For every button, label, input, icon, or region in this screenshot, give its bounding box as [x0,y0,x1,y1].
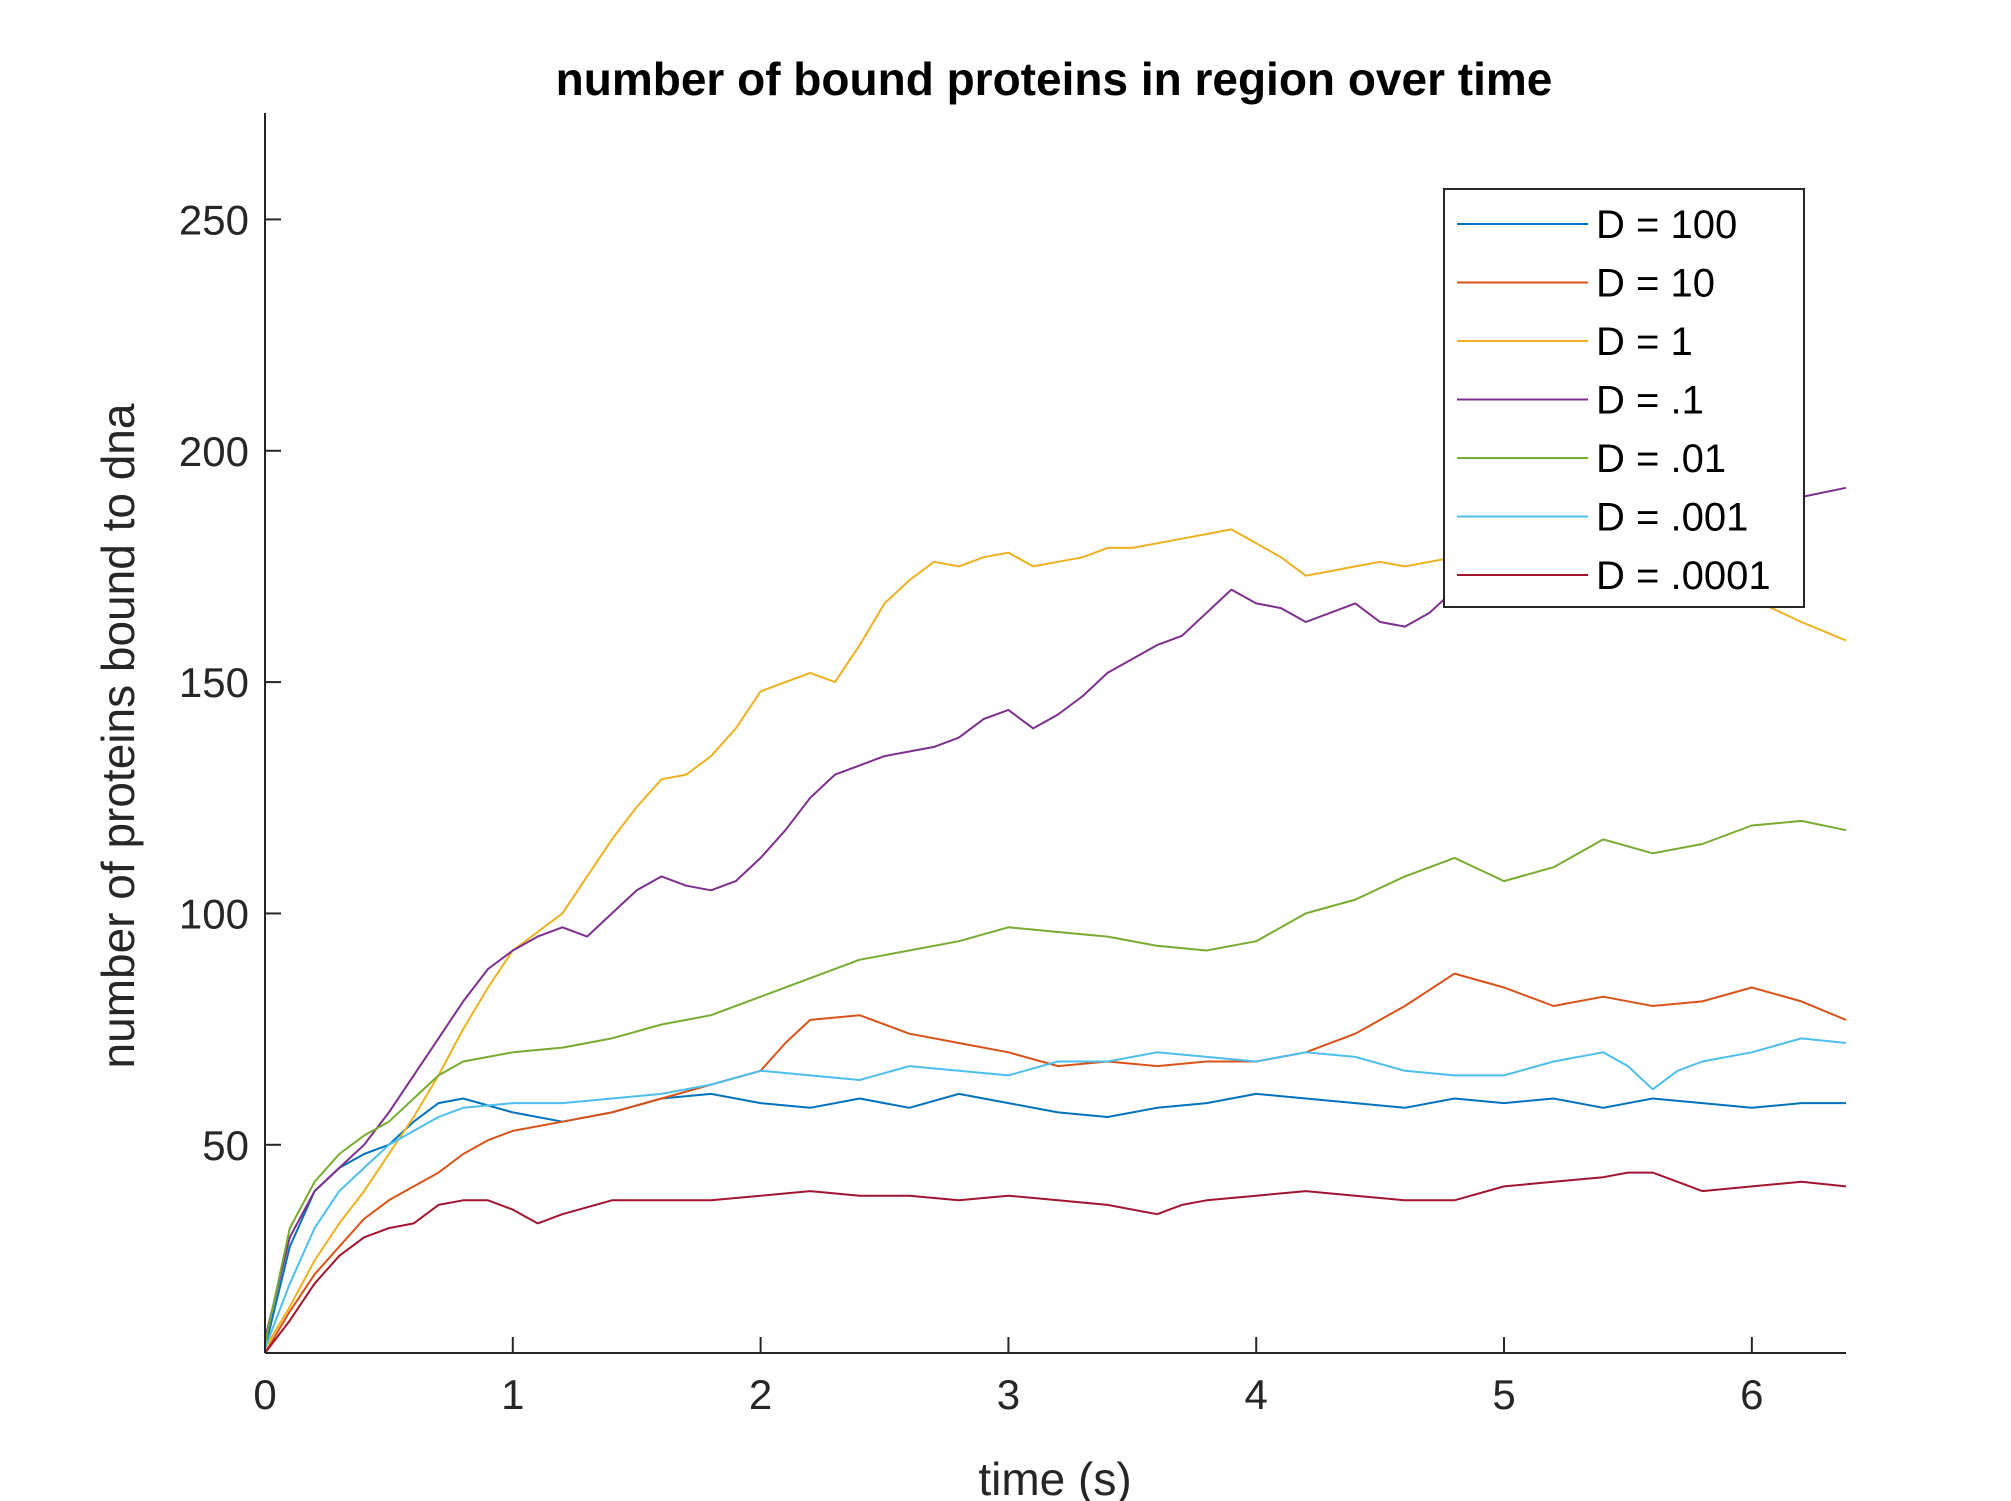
series-line-1 [264,972,1847,1354]
series-line-3 [264,486,1847,1340]
y-tick-label-2: 150 [179,659,249,706]
x-axis-label: time (s) [978,1453,1131,1501]
legend-label-1: D = 10 [1596,262,1715,306]
legend-label-6: D = .0001 [1596,554,1771,598]
y-tick-label-3: 200 [179,428,249,475]
series-line-4 [264,819,1847,1344]
y-axis-label: number of proteins bound to dna [92,403,144,1068]
series-line-6 [264,1171,1847,1354]
y-tick-label-4: 250 [179,196,249,243]
x-ticks: 0 1 2 3 4 5 6 [253,1337,1764,1418]
chart-title: number of bound proteins in region over … [556,53,1553,105]
legend: D = 100 D = 10 D = 1 D = .1 D = .01 D = .001 D… [1443,188,1805,608]
y-tick-label-0: 50 [202,1122,249,1169]
y-ticks: 50 100 150 200 250 [179,196,281,1169]
series-line-0 [264,1092,1846,1349]
legend-label-5: D = .001 [1596,496,1748,540]
x-tick-label-1: 1 [501,1371,524,1418]
series-line-5 [264,1037,1847,1349]
legend-box [1443,188,1805,608]
legend-label-4: D = .01 [1596,437,1726,481]
y-tick-label-1: 100 [179,890,249,937]
x-tick-label-6: 6 [1740,1371,1763,1418]
legend-label-3: D = .1 [1596,379,1704,423]
legend-label-0: D = 100 [1596,203,1737,247]
x-tick-label-5: 5 [1492,1371,1515,1418]
x-tick-label-0: 0 [253,1371,276,1418]
x-tick-label-2: 2 [749,1371,772,1418]
x-tick-label-3: 3 [997,1371,1020,1418]
x-tick-label-4: 4 [1245,1371,1268,1418]
legend-label-2: D = 1 [1596,320,1693,364]
series-layer [264,486,1847,1354]
series-line-2 [264,528,1847,1349]
